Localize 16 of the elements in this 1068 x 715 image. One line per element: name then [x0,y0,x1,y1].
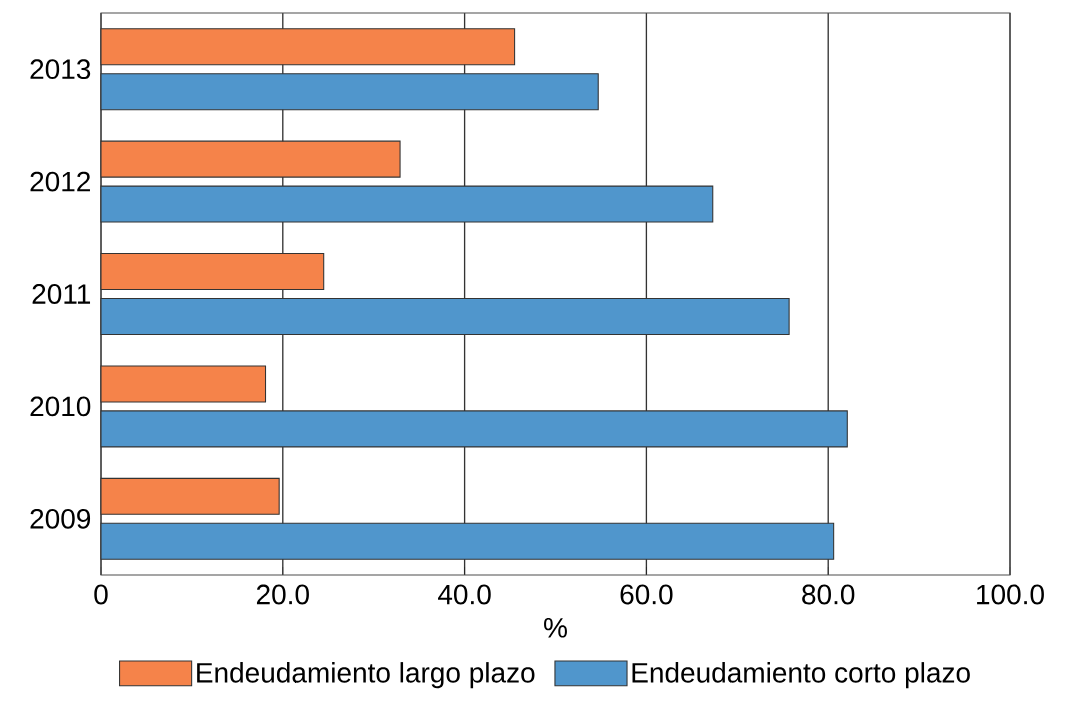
legend-label: Endeudamiento corto plazo [632,662,970,689]
y-tick-label: 2011 [32,284,91,304]
x-tick-label: 40.0 [438,584,491,605]
bar [100,477,280,515]
x-tick-label: 0 [94,584,108,605]
x-tick-label: 20.0 [256,584,309,605]
x-axis-title: % [544,618,567,638]
y-tick-label: 2009 [30,508,91,529]
legend-label: Endeudamiento largo plazo [197,662,535,689]
y-tick-label: 2010 [30,396,91,417]
x-tick-label: 80.0 [802,584,855,605]
y-tick-label: 2013 [30,59,91,80]
y-tick-label: 2012 [30,171,90,192]
bar [100,365,267,403]
x-tick-label: 60.0 [620,584,673,605]
x-tick-label: 100.0 [977,584,1044,605]
